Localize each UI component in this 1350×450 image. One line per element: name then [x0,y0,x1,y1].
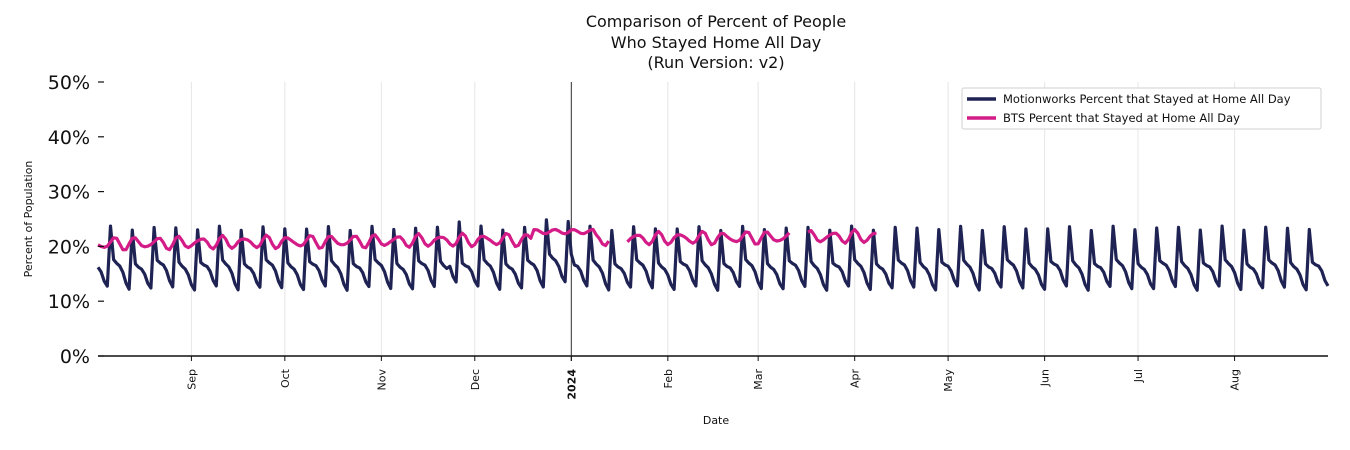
chart-title-line-1: Comparison of Percent of People [586,12,846,31]
chart-title-line-3: (Run Version: v2) [647,53,784,72]
legend-label-motionworks: Motionworks Percent that Stayed at Home … [1003,92,1291,106]
chart-title-line-2: Who Stayed Home All Day [611,33,821,52]
y-tick-label: 30% [48,182,90,204]
series-line-bts [626,229,791,247]
x-tick-label: Oct [279,368,292,388]
x-tick-label: Mar [752,369,765,390]
series-line-bts [97,227,611,252]
y-tick-label: 20% [48,236,90,258]
y-tick-label: 0% [60,346,90,368]
y-ticks: 0% 10% 20% 30% 40% 50% [48,72,104,368]
y-tick-label: 10% [48,291,90,313]
x-axis-label: Date [703,414,730,427]
x-tick-label: 2024 [565,369,578,400]
x-tick-label: Dec [469,369,482,390]
y-tick-label: 50% [48,72,90,94]
x-ticks: Sep Oct Nov Dec 2024 Feb Mar Apr May Jun Jul Aug [185,356,1242,400]
x-tick-label: Aug [1229,369,1242,390]
x-tick-label: Jul [1132,369,1145,383]
x-tick-label: Feb [662,369,675,388]
x-tick-label: Apr [849,369,862,389]
series-line-bts [807,228,877,245]
y-tick-label: 40% [48,127,90,149]
x-tick-label: Sep [185,369,198,390]
x-tick-label: Nov [375,369,388,391]
x-tick-label: Jun [1039,369,1052,387]
legend-label-bts: BTS Percent that Stayed at Home All Day [1003,111,1240,125]
y-axis-label: Percent of Population [22,161,35,278]
series-layer [96,218,1330,292]
legend-box [961,87,1322,130]
x-tick-label: May [942,369,955,392]
legend: Motionworks Percent that Stayed at Home … [961,87,1322,130]
series-line-motionworks [96,218,1330,292]
